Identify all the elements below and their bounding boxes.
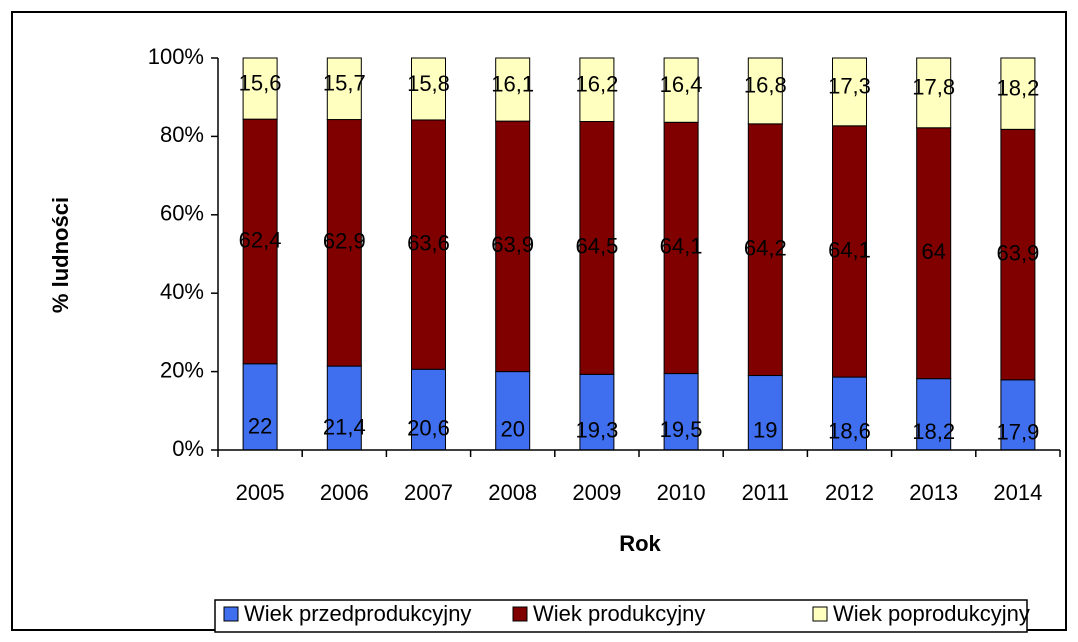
- x-axis-title: Rok: [619, 531, 661, 556]
- y-tick-label: 40%: [160, 279, 204, 304]
- legend-label: Wiek produkcyjny: [533, 601, 705, 626]
- legend-swatch: [512, 606, 528, 622]
- x-tick-label: 2007: [404, 480, 453, 505]
- data-label: 21,4: [323, 414, 366, 439]
- y-axis-title: % ludności: [48, 197, 73, 313]
- bar-segment: [747, 57, 783, 125]
- x-tick-label: 2005: [236, 480, 285, 505]
- bar-segment: [663, 57, 699, 123]
- legend-label: Wiek poprodukcyjny: [833, 601, 1030, 626]
- legend-swatch: [812, 606, 828, 622]
- bar-segment: [579, 57, 615, 123]
- data-label: 16,8: [744, 73, 787, 98]
- chart-frame: [11, 11, 1067, 631]
- x-tick-label: 2010: [657, 480, 706, 505]
- data-label: 19,5: [660, 417, 703, 442]
- x-tick-label: 2006: [320, 480, 369, 505]
- y-tick-label: 80%: [160, 122, 204, 147]
- data-label: 20,6: [407, 416, 450, 441]
- bar-segment: [1000, 57, 1036, 130]
- data-label: 17,9: [996, 419, 1039, 444]
- legend-label: Wiek przedprodukcyjny: [244, 601, 471, 626]
- data-label: 64,1: [660, 234, 703, 259]
- bar-segment: [747, 375, 783, 451]
- bar-segment: [747, 123, 783, 377]
- data-label: 17,3: [828, 74, 871, 99]
- bar-segment: [411, 119, 446, 370]
- data-label: 17,8: [912, 75, 955, 100]
- data-label: 18,2: [996, 75, 1039, 100]
- data-label: 63,9: [491, 232, 534, 257]
- y-tick-label: 0%: [172, 436, 204, 461]
- data-label: 19,3: [575, 417, 618, 442]
- x-tick-label: 2011: [742, 480, 789, 505]
- bar-segment: [242, 118, 278, 365]
- bar-segment: [495, 120, 531, 373]
- y-tick-label: 20%: [160, 357, 204, 382]
- data-label: 64,2: [744, 236, 787, 261]
- x-tick-label: 2014: [993, 480, 1042, 505]
- y-tick-label: 60%: [160, 201, 204, 226]
- bar-segment: [579, 121, 615, 375]
- bar-segment: [832, 57, 867, 127]
- x-tick-label: 2012: [825, 480, 874, 505]
- data-label: 15,7: [323, 71, 366, 96]
- data-label: 18,2: [912, 419, 955, 444]
- data-label: 19: [753, 418, 777, 443]
- bar-segment: [916, 57, 952, 129]
- data-label: 16,1: [491, 71, 534, 96]
- data-label: 64: [921, 239, 945, 264]
- y-tick-label: 100%: [148, 44, 204, 69]
- data-label: 62,4: [239, 227, 282, 252]
- data-label: 64,5: [575, 234, 618, 259]
- bar-segment: [1000, 128, 1036, 381]
- bar-segment: [1000, 379, 1036, 451]
- bar-segment: [242, 57, 278, 120]
- data-label: 62,9: [323, 229, 366, 254]
- bar-segment: [663, 121, 699, 375]
- bar-segment: [832, 376, 867, 451]
- bar-segment: [832, 125, 867, 378]
- bar-segment: [411, 368, 446, 451]
- legend-swatch: [223, 606, 239, 622]
- x-tick-label: 2009: [572, 480, 621, 505]
- x-tick-label: 2013: [909, 480, 958, 505]
- bar-segment: [326, 57, 362, 121]
- bar-segment: [495, 57, 531, 122]
- data-label: 20: [500, 416, 524, 441]
- bar-segment: [411, 57, 446, 121]
- data-label: 63,6: [407, 230, 450, 255]
- x-tick-label: 2008: [488, 480, 537, 505]
- data-label: 18,6: [828, 418, 871, 443]
- data-label: 16,4: [660, 72, 703, 97]
- data-label: 64,1: [828, 237, 871, 262]
- legend-box: [214, 599, 1028, 633]
- data-label: 22: [248, 414, 272, 439]
- bar-segment: [326, 365, 362, 451]
- data-label: 63,9: [996, 240, 1039, 265]
- data-label: 16,2: [575, 72, 618, 97]
- bar-segment: [663, 373, 699, 451]
- bar-segment: [916, 378, 952, 451]
- data-label: 15,8: [407, 71, 450, 96]
- bar-segment: [242, 363, 278, 451]
- data-label: 15,6: [239, 70, 282, 95]
